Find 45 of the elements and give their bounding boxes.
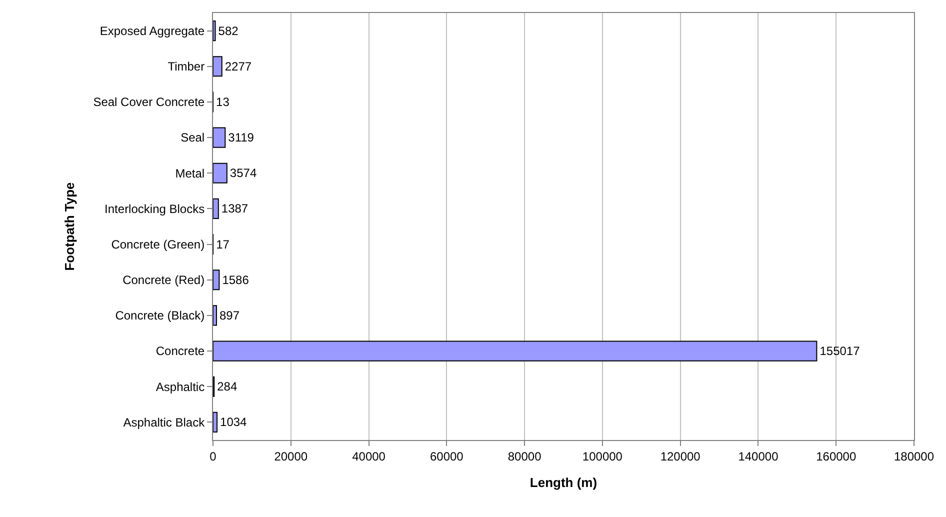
x-tick-label: 80000 — [508, 449, 542, 464]
y-tick-label: Concrete (Red) — [122, 273, 205, 288]
x-tick-label: 140000 — [738, 449, 779, 464]
y-tick-label: Exposed Aggregate — [100, 24, 205, 38]
data-label: 2277 — [224, 59, 252, 74]
bar — [213, 412, 218, 432]
y-tick-label: Concrete (Black) — [115, 308, 205, 323]
y-tick-label: Interlocking Blocks — [104, 202, 205, 216]
x-tick-label: 180000 — [894, 449, 934, 464]
bar — [213, 270, 220, 290]
x-axis-title: Length (m) — [530, 475, 598, 490]
data-label: 582 — [218, 24, 239, 38]
y-axis-title: Footpath Type — [62, 182, 78, 271]
bar — [213, 340, 818, 362]
data-label: 1387 — [221, 202, 248, 216]
data-label: 3119 — [228, 130, 254, 145]
y-tick-label: Concrete (Green) — [111, 237, 205, 252]
y-tick-label: Seal Cover Concrete — [93, 95, 205, 110]
bar — [213, 127, 226, 148]
y-tick-label: Concrete — [156, 344, 205, 358]
bar — [213, 198, 219, 219]
bar — [213, 162, 228, 184]
y-tick-label: Asphaltic Black — [123, 415, 206, 430]
y-tick-label: Metal — [175, 166, 205, 180]
data-label: 17 — [216, 237, 230, 252]
x-tick-label: 160000 — [816, 449, 856, 464]
y-tick-label: Asphaltic — [156, 380, 205, 394]
bar — [213, 20, 216, 42]
data-label: 3574 — [230, 166, 257, 180]
x-tick-label: 20000 — [274, 449, 308, 464]
x-tick-label: 40000 — [352, 449, 386, 464]
y-tick-label: Seal — [180, 130, 205, 145]
data-label: 897 — [219, 308, 240, 322]
data-label: 155017 — [820, 344, 860, 358]
x-tick-label: 0 — [210, 449, 217, 464]
data-label: 284 — [217, 380, 238, 394]
data-label: 13 — [216, 94, 230, 109]
x-tick-label: 60000 — [430, 449, 464, 464]
x-tick-label: 120000 — [660, 449, 701, 464]
x-tick-label: 100000 — [582, 449, 623, 464]
bar — [213, 305, 217, 326]
y-tick-label: Timber — [168, 60, 205, 74]
data-label: 1586 — [222, 272, 250, 287]
data-label: 1034 — [220, 415, 248, 430]
bar — [213, 56, 222, 77]
